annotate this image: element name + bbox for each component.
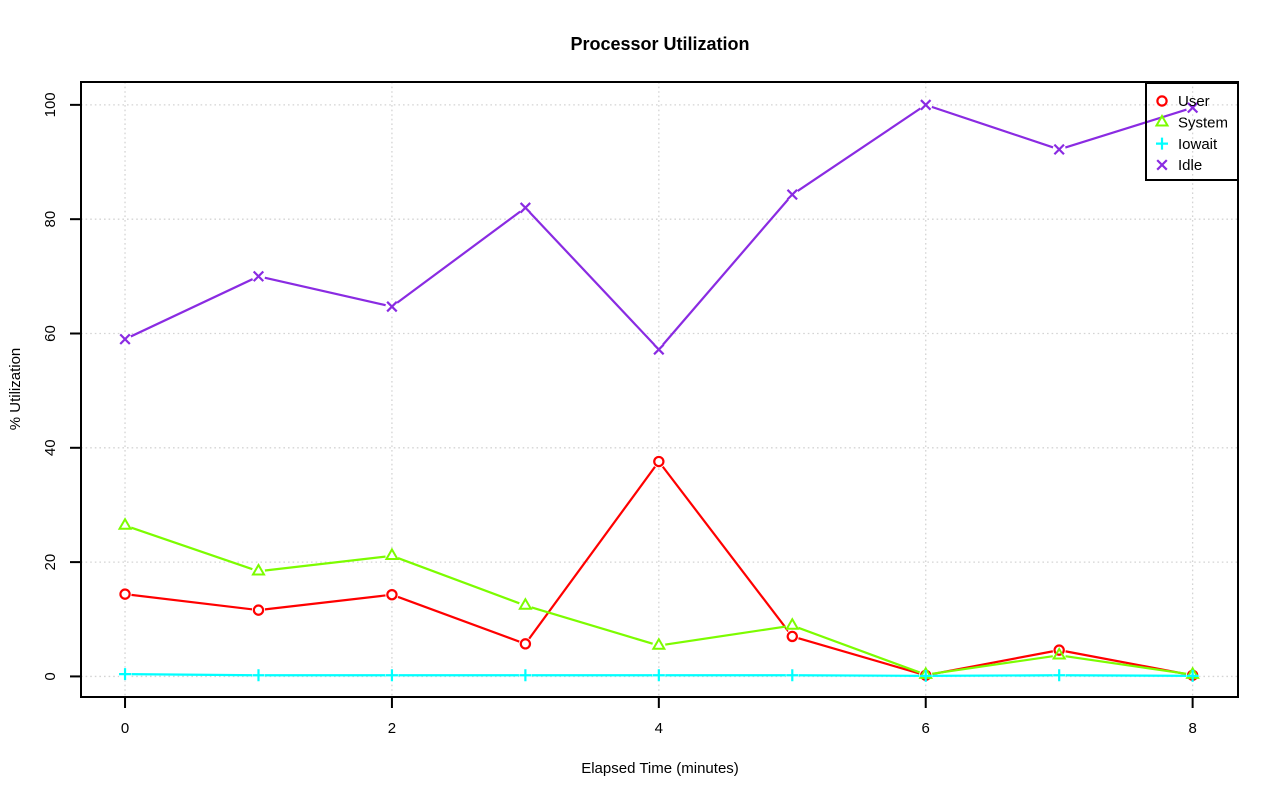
y-tick-label: 0 (42, 672, 59, 680)
series-user-marker (786, 630, 798, 643)
series-idle-marker (1053, 143, 1065, 156)
series-user-marker (386, 588, 398, 601)
x-tick-label: 8 (1188, 720, 1196, 737)
series-user-marker (653, 455, 665, 468)
series-idle-marker (519, 202, 531, 214)
legend-item-user: User (1156, 93, 1210, 110)
legend-marker-user-icon (1156, 95, 1168, 107)
series-idle-marker (653, 343, 665, 356)
y-tick-label: 40 (42, 439, 59, 456)
legend-label-system: System (1178, 115, 1228, 132)
series-system-marker (117, 517, 133, 530)
legend-label-iowait: Iowait (1178, 136, 1218, 153)
legend-marker-iowait-icon (1156, 137, 1168, 150)
series-idle-marker (252, 270, 265, 282)
legend-marker-idle-icon (1156, 159, 1168, 171)
series-user-marker (119, 588, 131, 600)
series-iowait-marker (1053, 669, 1066, 682)
legend-label-idle: Idle (1178, 157, 1202, 174)
x-axis-label: Elapsed Time (minutes) (581, 760, 739, 777)
series-user-marker (519, 638, 532, 650)
gridlines (81, 82, 1238, 697)
legend-label-user: User (1178, 93, 1210, 110)
y-tick-label: 60 (42, 325, 59, 342)
legend-marker-system-icon (1154, 114, 1170, 127)
y-axis-label: % Utilization (7, 348, 24, 431)
series-system-marker (384, 547, 400, 561)
y-tick-label: 100 (42, 92, 59, 117)
series-system-marker (518, 597, 533, 610)
series-iowait-marker (519, 669, 532, 682)
series-markers (117, 99, 1200, 682)
x-tick-label: 6 (922, 720, 930, 737)
series-iowait-marker (119, 668, 132, 681)
series-iowait-marker (385, 669, 398, 682)
legend: User System Iowait Idle (1145, 82, 1239, 181)
legend-item-system: System (1154, 114, 1228, 132)
series-user-marker (252, 604, 265, 616)
series-system-marker (785, 617, 800, 630)
series-idle-marker (786, 189, 798, 201)
legend-box (1145, 82, 1239, 181)
series-system-marker (651, 637, 667, 650)
series-iowait-marker (1186, 669, 1199, 682)
series-idle-marker (920, 99, 932, 111)
series-iowait-marker (252, 669, 265, 682)
legend-item-idle: Idle (1156, 157, 1202, 174)
series-idle-marker (386, 301, 398, 313)
series-idle-marker (1187, 102, 1199, 114)
y-tick-label: 20 (42, 554, 59, 571)
x-tick-label: 0 (121, 720, 129, 737)
series-system-marker (1051, 646, 1067, 660)
series-iowait-markers (119, 668, 1199, 682)
x-tick-label: 4 (655, 720, 663, 737)
legend-item-iowait: Iowait (1156, 136, 1218, 153)
series-system-marker (251, 562, 266, 576)
series-idle-marker (119, 333, 131, 345)
x-tick-label: 2 (388, 720, 396, 737)
series-system-markers (117, 517, 1200, 679)
series-iowait-marker (652, 669, 665, 682)
series-iowait-marker (786, 669, 799, 682)
series-iowait-marker (919, 669, 932, 682)
series-idle-markers (119, 99, 1199, 356)
y-tick-label: 80 (42, 211, 59, 228)
series-user-marker (1053, 644, 1065, 656)
chart-title: Processor Utilization (570, 34, 749, 54)
plot-border (80, 81, 1239, 698)
